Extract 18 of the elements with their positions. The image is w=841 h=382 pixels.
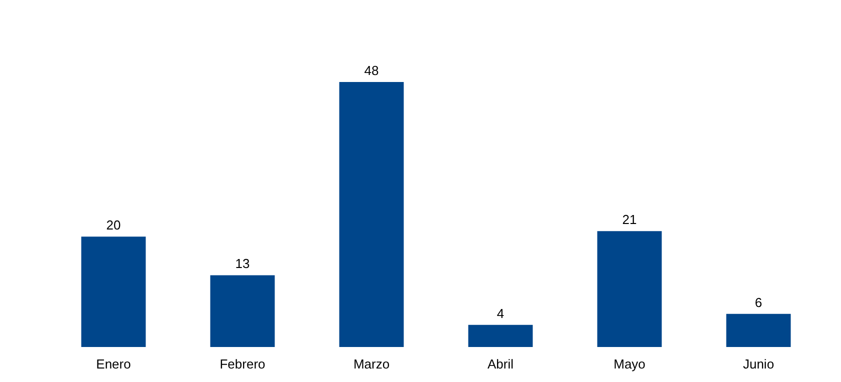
x-tick-label: Mayo: [614, 356, 646, 372]
x-tick-label: Junio: [742, 356, 774, 372]
bar: [726, 314, 791, 347]
data-label: 48: [364, 63, 379, 78]
data-label: 13: [235, 256, 250, 272]
x-tick-label: Enero: [96, 356, 131, 372]
data-label: 6: [754, 294, 762, 310]
x-tick-label: Abril: [487, 356, 514, 372]
data-label: 20: [106, 218, 121, 233]
bar: [339, 82, 404, 347]
bar: [597, 231, 662, 347]
bar: [81, 236, 146, 347]
data-label: 4: [496, 306, 504, 321]
x-tick-label: Febrero: [220, 356, 266, 372]
x-tick-label: Marzo: [353, 356, 390, 372]
bar: [468, 324, 533, 347]
bar: [210, 275, 275, 347]
data-label: 21: [622, 212, 637, 228]
